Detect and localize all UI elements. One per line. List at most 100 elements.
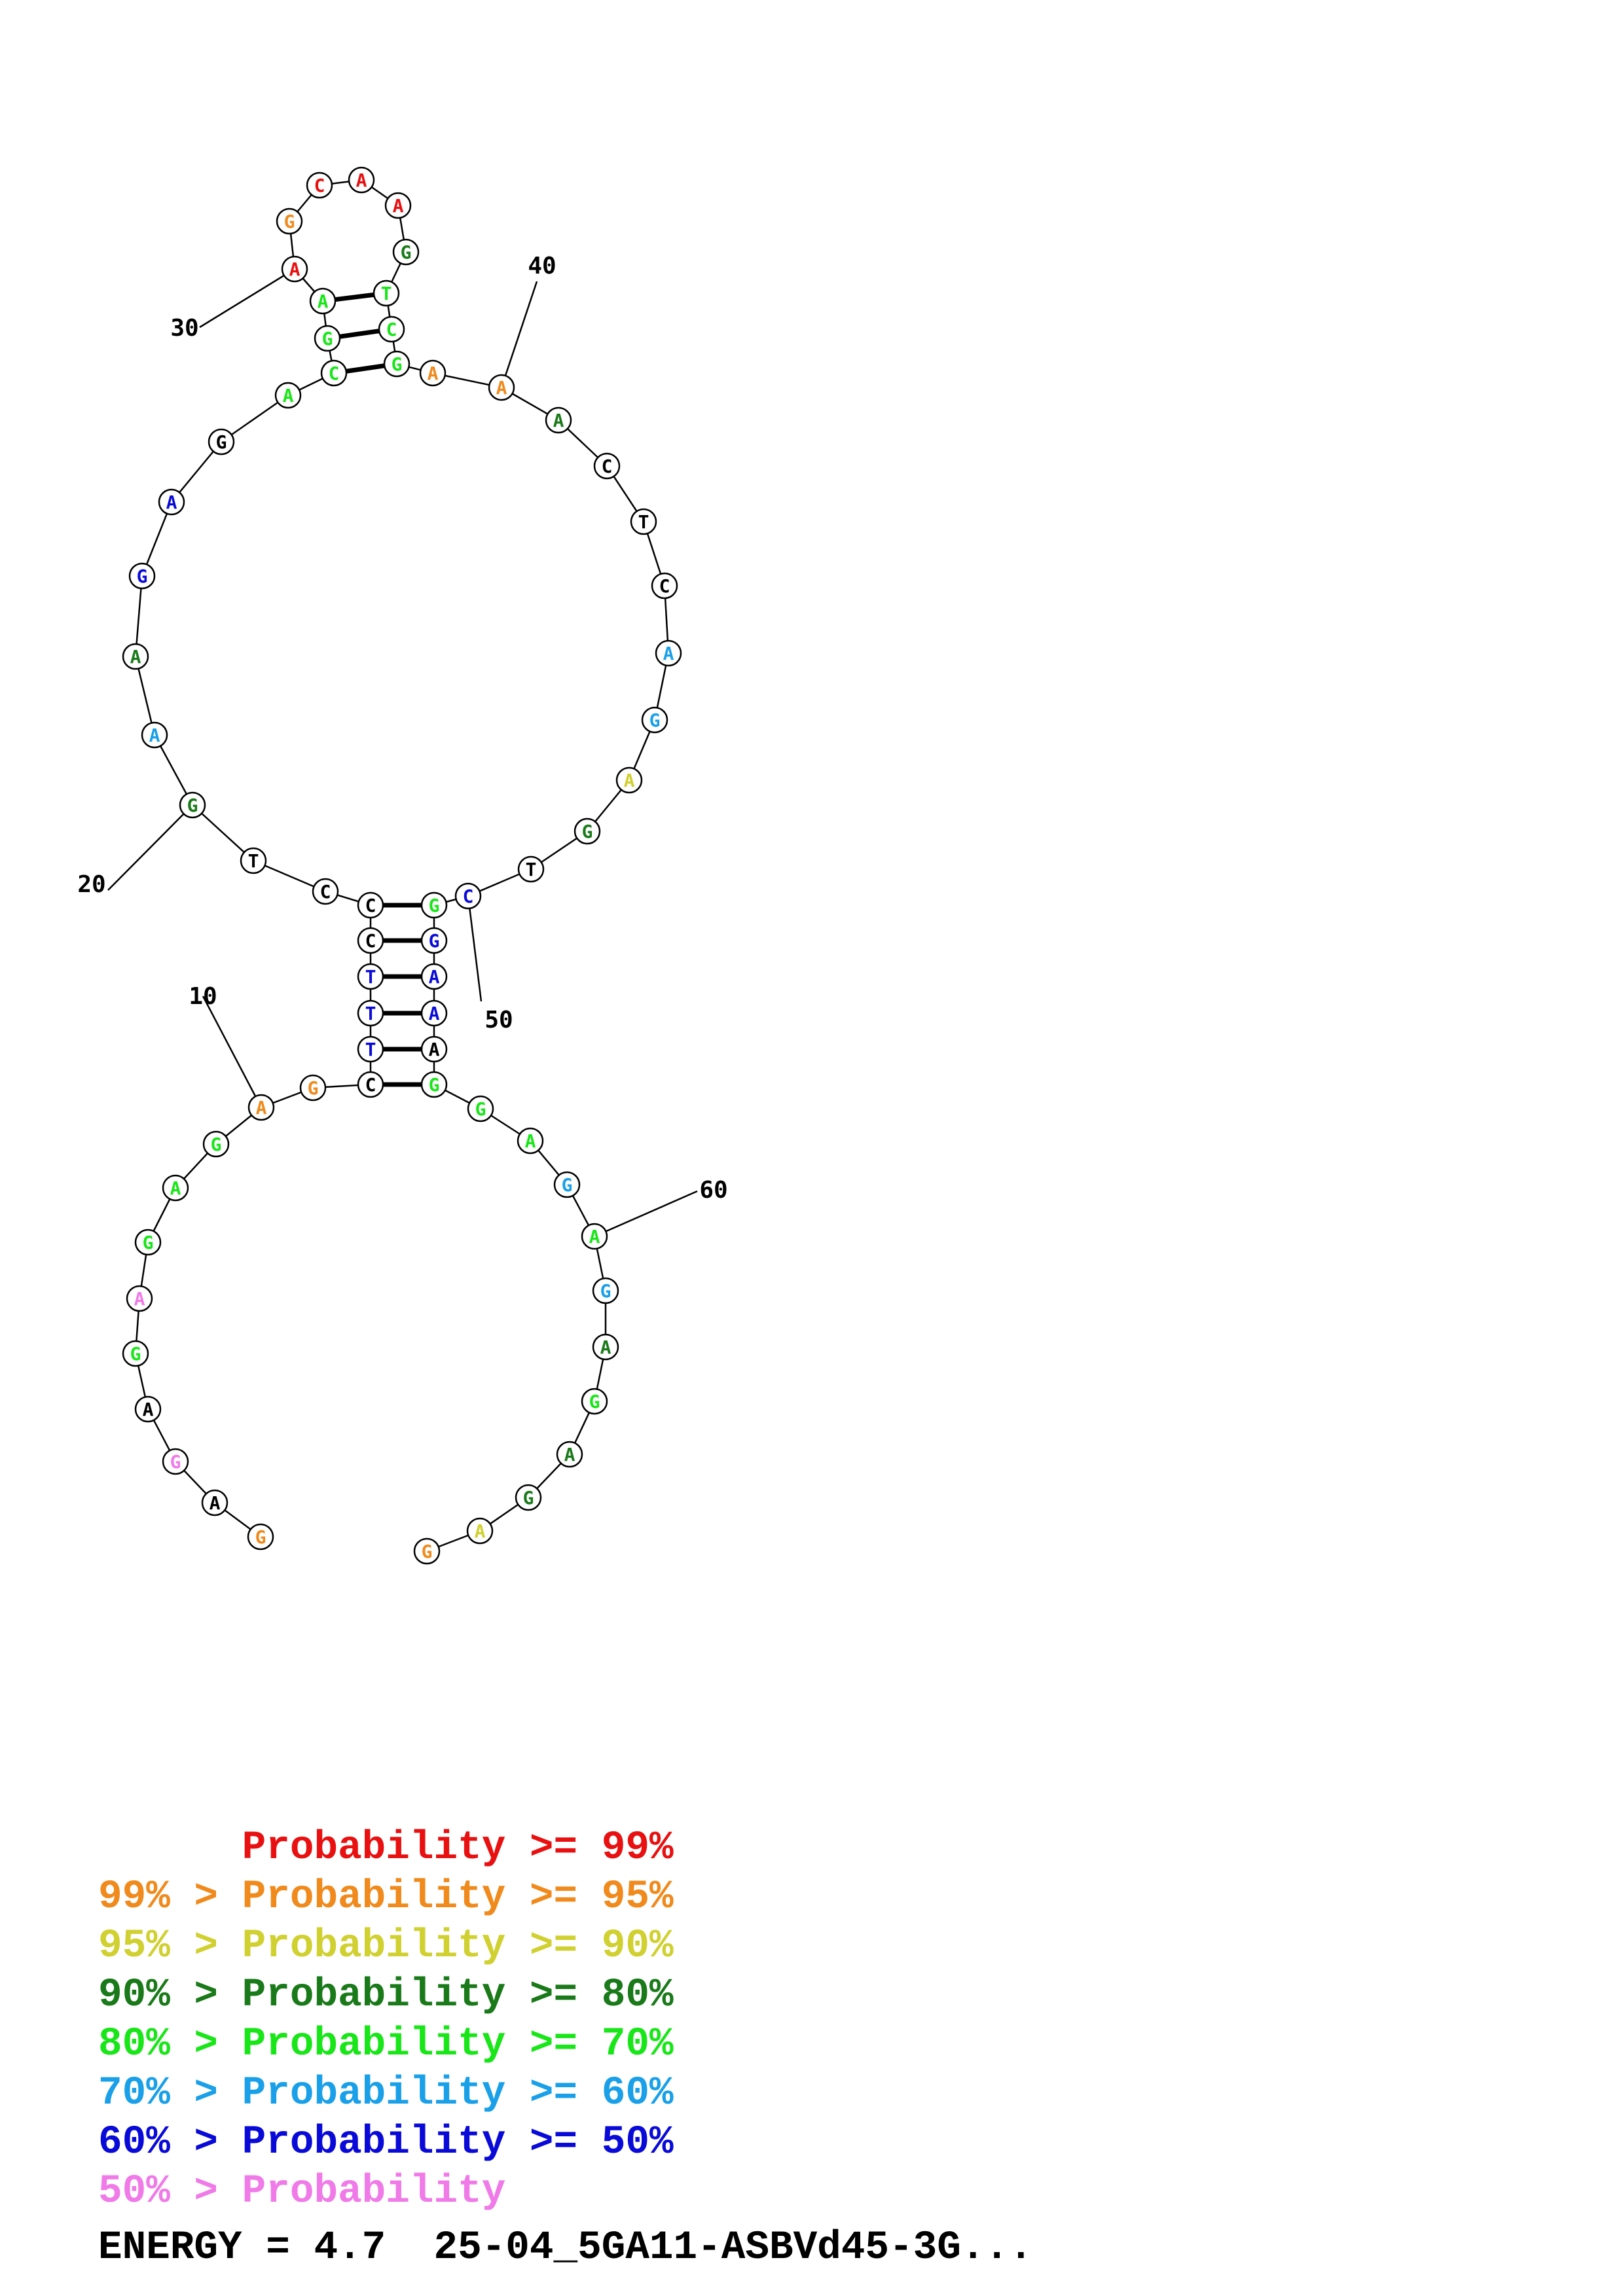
legend-suffix: >= 95% (505, 1874, 674, 1920)
nucleotide-circle (357, 891, 384, 919)
legend-prefix: 95% > (98, 1924, 242, 1969)
nucleotide-12: C (365, 1074, 376, 1096)
nucleotide-circle (615, 766, 643, 794)
nucleotide-circle (641, 706, 668, 734)
nucleotide-circle (413, 1537, 441, 1565)
nucleotide-48: G (582, 821, 593, 842)
probability-legend: Probability >= 99% 99% > Probability >= 9… (98, 1823, 674, 2216)
nucleotide-52: G (429, 930, 440, 952)
nucleotide-circle (357, 1071, 384, 1098)
nucleotide-34: A (393, 195, 404, 217)
legend-row: 50% > Probability (98, 2167, 674, 2216)
nucleotide-6: A (134, 1288, 145, 1310)
nucleotide-circle (162, 1448, 189, 1475)
legend-label: Probability (242, 2022, 506, 2067)
nucleotide-circle (158, 488, 185, 516)
legend-row: 80% > Probability >= 70% (98, 2020, 674, 2069)
index-leader-layer (107, 268, 698, 1238)
nucleotide-26: A (283, 385, 294, 406)
nucleotide-39: A (428, 363, 439, 384)
nucleotide-21: A (149, 725, 160, 746)
nucleotide-circle (630, 508, 657, 535)
legend-row: 60% > Probability >= 50% (98, 2118, 674, 2167)
nucleotide-circle (122, 643, 149, 670)
nucleotide-29: A (318, 291, 329, 312)
backbone-segment (192, 804, 254, 861)
nucleotide-53: A (429, 966, 440, 988)
legend-label: Probability (242, 2071, 506, 2116)
nucleotide-23: G (137, 565, 148, 587)
nucleotide-46: G (649, 709, 661, 731)
nucleotide-circle (247, 1523, 274, 1551)
nucleotide-circle (655, 639, 682, 667)
nucleotide-circle (592, 1333, 619, 1361)
nucleotide-circle (420, 927, 448, 954)
nucleotide-44: C (659, 575, 670, 597)
nucleotide-32: C (314, 175, 325, 196)
index-label-50: 50 (484, 1007, 513, 1033)
nucleotide-43: T (638, 511, 649, 533)
nucleotide-circle (357, 999, 384, 1027)
nucleotide-circle (553, 1171, 581, 1198)
nucleotide-63: G (589, 1391, 600, 1412)
nucleotide-15: T (365, 966, 376, 988)
nucleotide-16: C (365, 930, 376, 952)
nucleotide-37: C (386, 319, 397, 340)
nucleotide-59: G (562, 1174, 573, 1196)
index-leader-line (467, 895, 483, 1002)
nucleotide-circle (651, 572, 678, 600)
legend-label: Probability (242, 1973, 506, 2018)
nucleotide-11: G (308, 1077, 319, 1099)
nucleotide-1: G (255, 1526, 266, 1548)
nucleotide-14: T (365, 1003, 376, 1024)
nucleotide-circle (357, 1035, 384, 1063)
nucleotide-circle (545, 406, 572, 434)
nucleotide-circle (122, 1340, 149, 1367)
nucleotide-circle (592, 1277, 619, 1304)
legend-row: 90% > Probability >= 80% (98, 1971, 674, 2020)
nucleotide-circle (128, 562, 156, 590)
nucleotide-3: G (170, 1451, 181, 1473)
nucleotide-9: G (211, 1134, 222, 1155)
legend-prefix: 80% > (98, 2022, 242, 2067)
index-leader-line (202, 996, 263, 1108)
nucleotide-circle (515, 1484, 542, 1511)
nucleotide-60: A (589, 1226, 600, 1247)
nucleotide-circle (134, 1395, 162, 1423)
nucleotide-circle (384, 192, 412, 219)
nucleotide-47: A (624, 770, 635, 791)
nucleotide-circle (162, 1174, 189, 1202)
nucleotide-13: T (365, 1039, 376, 1060)
legend-label: Probability (242, 2169, 506, 2214)
nucleotide-31: G (284, 211, 295, 232)
nucleotide-27: C (329, 363, 340, 384)
legend-row: 95% > Probability >= 90% (98, 1922, 674, 1971)
index-label-10: 10 (189, 983, 217, 1010)
nucleotide-circle (312, 878, 339, 905)
nucleotide-45: A (663, 643, 674, 664)
nucleotide-5: G (130, 1343, 141, 1365)
nucleotide-circle (281, 255, 308, 283)
nucleotide-circle (383, 350, 410, 378)
legend-prefix: 90% > (98, 1973, 242, 2018)
legend-suffix: >= 60% (505, 2071, 674, 2116)
nucleotide-42: C (602, 456, 613, 477)
nucleotide-circle (454, 882, 482, 910)
nucleotide-circle (141, 721, 168, 749)
nucleotide-circle (126, 1285, 153, 1312)
nucleotide-57: G (475, 1098, 486, 1120)
nucleotide-67: G (422, 1541, 433, 1562)
nucleotide-55: A (429, 1039, 440, 1060)
nucleotide-56: G (429, 1074, 440, 1096)
nucleotide-25: G (216, 431, 227, 453)
legend-row: 70% > Probability >= 60% (98, 2069, 674, 2118)
nucleotide-circle (420, 1035, 448, 1063)
legend-prefix: 60% > (98, 2120, 242, 2165)
nucleotide-65: G (523, 1487, 534, 1509)
nucleotide-circle (306, 171, 333, 199)
index-label-30: 30 (170, 315, 198, 342)
nucleotide-2: A (210, 1492, 221, 1514)
nucleotide-61: G (600, 1280, 611, 1302)
backbone-layer (134, 179, 670, 1552)
